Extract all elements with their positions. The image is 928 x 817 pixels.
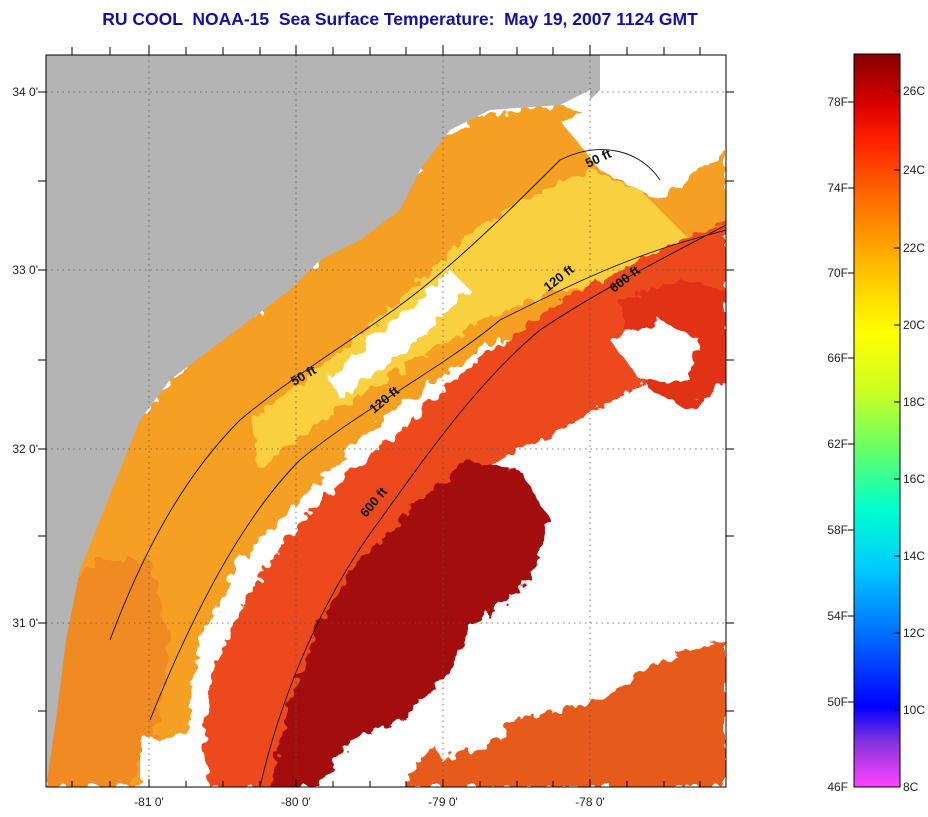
cool-shelf-water	[250, 170, 690, 470]
colorbar-c-18: 18C	[903, 395, 925, 409]
colorbar-f-74: 74F	[827, 181, 848, 195]
colorbar: 78F 74F 70F 66F 62F 58F 54F 50F 46F 26C …	[827, 53, 925, 794]
cloud-gaps	[140, 90, 726, 787]
map-area: 50 ft 120 ft 600 ft 50 ft 120 ft 600 ft	[46, 55, 726, 787]
lon-label-79: -79 0'	[428, 795, 458, 809]
colorbar-f-46: 46F	[827, 780, 848, 794]
map-frame	[45, 54, 727, 788]
colorbar-c-8: 8C	[903, 780, 919, 794]
outer-water-south	[400, 640, 726, 787]
colorbar-f-66: 66F	[827, 351, 848, 365]
colorbar-f-62: 62F	[827, 437, 848, 451]
colorbar-f-54: 54F	[827, 609, 848, 623]
colorbar-c-22: 22C	[903, 241, 925, 255]
lat-label-33: 33 0'	[12, 263, 38, 277]
land-mass	[46, 55, 590, 787]
isobath-contours	[109, 149, 726, 787]
colorbar-c-10: 10C	[903, 703, 925, 717]
lat-label-31: 31 0'	[12, 616, 38, 630]
graticule	[46, 55, 726, 787]
lon-label-80: -80 0'	[281, 795, 311, 809]
colorbar-c-20: 20C	[903, 318, 925, 332]
colorbar-c-26: 26C	[903, 84, 925, 98]
lon-label-81: -81 0'	[134, 795, 164, 809]
colorbar-c-16: 16C	[903, 472, 925, 486]
sst-field	[46, 105, 726, 787]
isobath-600ft-line	[259, 224, 726, 787]
colorbar-c-12: 12C	[903, 626, 925, 640]
lat-label-34: 34 0'	[12, 85, 38, 99]
colorbar-c-24: 24C	[903, 163, 925, 177]
land-northeast	[590, 55, 600, 100]
colorbar-gradient	[853, 53, 901, 788]
isobath-50ft-line	[109, 149, 661, 641]
map-title: RU COOL NOAA-15 Sea Surface Temperature:…	[102, 9, 698, 29]
isobath-120ft-line	[149, 229, 726, 721]
colorbar-f-50: 50F	[827, 695, 848, 709]
colorbar-f-70: 70F	[827, 266, 848, 280]
colorbar-c-14: 14C	[903, 549, 925, 563]
lon-label-78: -78 0'	[575, 795, 605, 809]
coastal-water-southwest	[46, 560, 170, 787]
lat-label-32: 32 0'	[12, 442, 38, 456]
colorbar-f-58: 58F	[827, 523, 848, 537]
axis-ticks	[38, 45, 734, 787]
gulfstream-water	[270, 460, 550, 787]
colorbar-f-78: 78F	[827, 95, 848, 109]
